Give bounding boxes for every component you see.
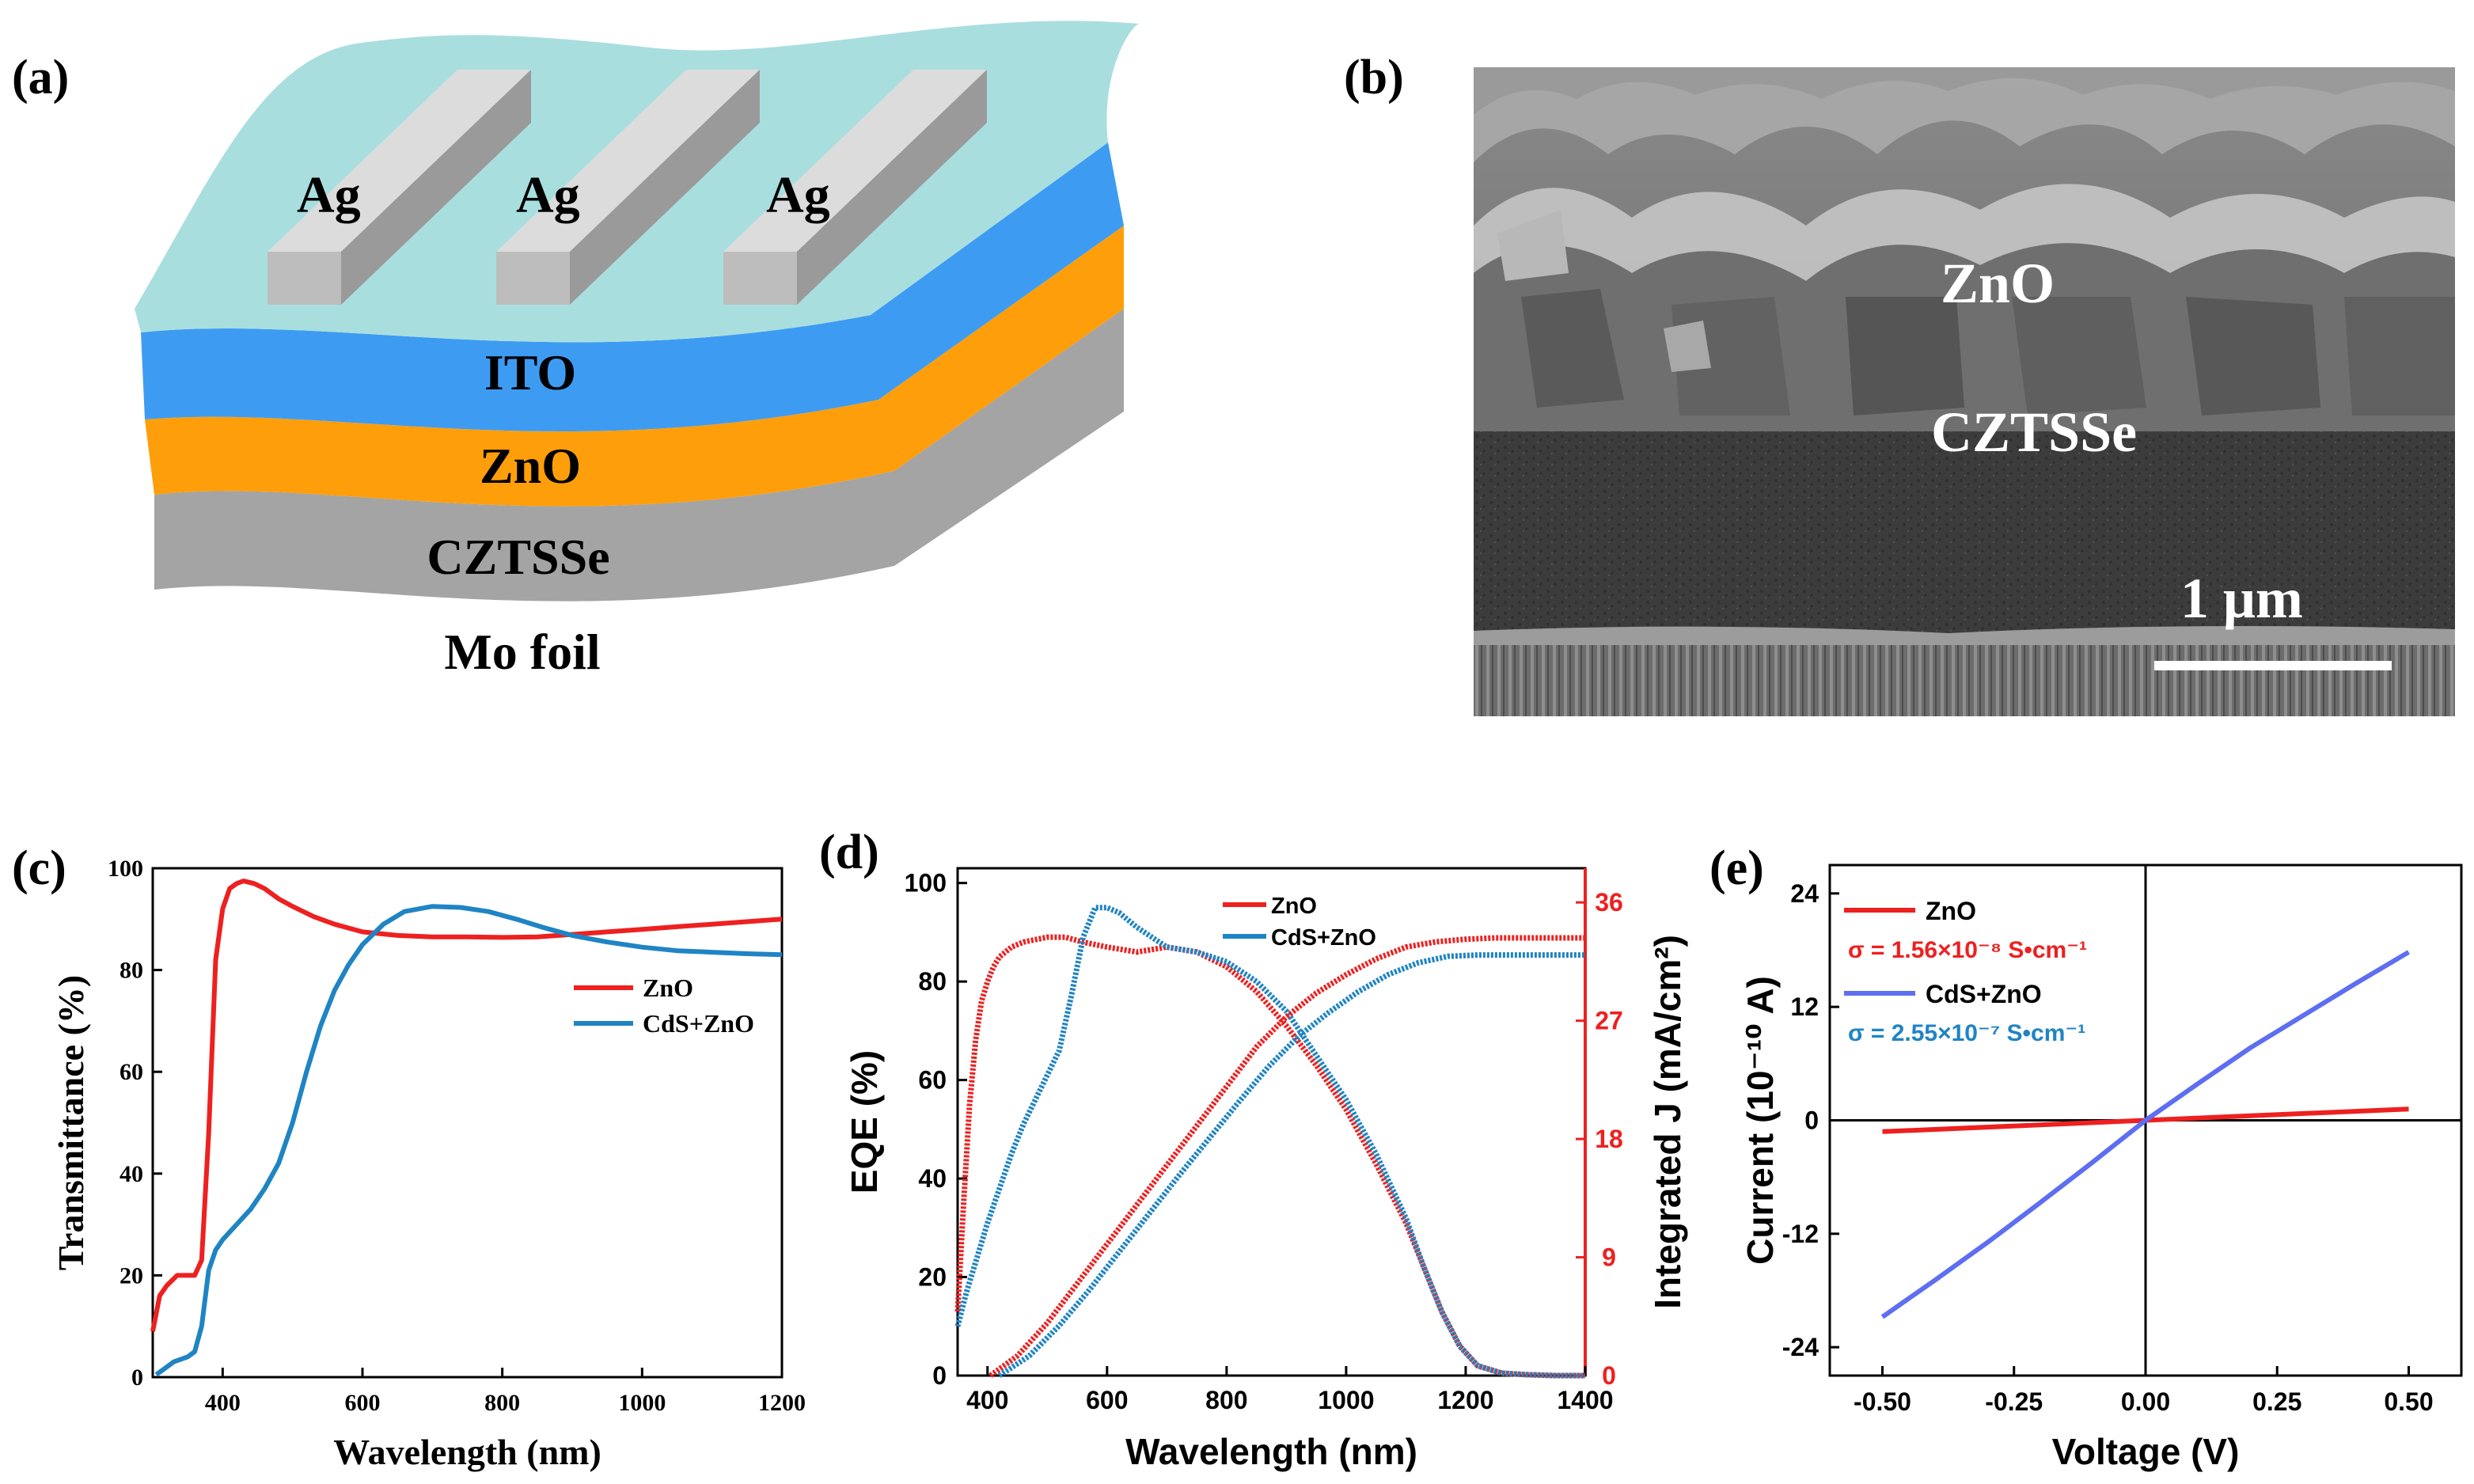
series-line-ZnO-integrated-J bbox=[988, 935, 1585, 1378]
y-tick-label: 60 bbox=[120, 1059, 143, 1085]
y-tick-label: 0 bbox=[932, 1361, 947, 1390]
x-tick-label: 400 bbox=[966, 1386, 1008, 1414]
series-line-CdS+ZnO-integrated-J bbox=[997, 952, 1585, 1378]
x-axis-label: Wavelength (nm) bbox=[333, 1432, 601, 1472]
series-line-CdS+ZnO bbox=[954, 905, 1585, 1379]
y-tick-label: 0 bbox=[1804, 1106, 1819, 1135]
ag-label-1: Ag bbox=[297, 166, 361, 224]
ag-bar-1: Ag bbox=[268, 70, 531, 305]
layer-label-zno: ZnO bbox=[480, 438, 581, 494]
y-tick-label: 12 bbox=[1790, 992, 1819, 1021]
legend-label: ZnO bbox=[643, 974, 693, 1002]
x-tick-label: 800 bbox=[1205, 1386, 1247, 1414]
sem-label-zno: ZnO bbox=[1941, 252, 2055, 315]
panel-e-iv: (e) -0.50 -0.25 0.00 0.25 0.50 -24 -12 0 12 24 Vol… bbox=[1709, 841, 2463, 1472]
y-tick-label: 40 bbox=[120, 1161, 143, 1187]
x-tick-label: -0.50 bbox=[1854, 1387, 1911, 1416]
panel-c-transmittance: (c) 400 600 800 1000 1200 0 20 40 60 80 100 Wavelen… bbox=[12, 841, 806, 1472]
sem-label-czts: CZTSSe bbox=[1931, 400, 2137, 464]
layer-mo-foil bbox=[154, 309, 1124, 602]
y2-tick-label: 27 bbox=[1595, 1007, 1623, 1035]
y-tick-label: 80 bbox=[120, 958, 143, 984]
x-tick-label: 0.00 bbox=[2121, 1387, 2170, 1416]
panel-b-sem: (b) ITO ZnO CZTSSe bbox=[1174, 51, 2455, 716]
y2-tick-label: 0 bbox=[1602, 1361, 1616, 1390]
layer-label-czts: CZTSSe bbox=[427, 529, 609, 585]
y-tick-label: 20 bbox=[120, 1262, 143, 1289]
x-tick-label: 1000 bbox=[618, 1390, 666, 1416]
sem-scale-bar bbox=[2154, 661, 2392, 670]
y-axis-label: EQE (%) bbox=[844, 1050, 885, 1194]
sem-scale-label: 1 μm bbox=[2180, 567, 2303, 630]
layer-zno bbox=[141, 142, 1124, 432]
series-line-CdS+ZnO bbox=[1880, 950, 2411, 1319]
legend-label: ZnO bbox=[1271, 894, 1317, 919]
x-tick-label: 1200 bbox=[1437, 1386, 1493, 1414]
ag-bar-3: Ag bbox=[723, 70, 987, 305]
conductivity-label: σ = 1.56×10⁻⁸ S•cm⁻¹ bbox=[1848, 937, 2087, 963]
series-line-ZnO bbox=[954, 934, 1585, 1379]
x-tick-label: 1200 bbox=[758, 1390, 806, 1416]
x-tick-label: 0.25 bbox=[2252, 1387, 2301, 1416]
y-tick-label: 60 bbox=[918, 1066, 947, 1095]
x-axis-label: Voltage (V) bbox=[2052, 1431, 2240, 1472]
y-axis-label: Transmittance (%) bbox=[51, 975, 91, 1270]
panel-label-c: (c) bbox=[12, 841, 66, 895]
x-tick-label: 1400 bbox=[1557, 1386, 1613, 1414]
x-axis-label: Wavelength (nm) bbox=[1125, 1431, 1417, 1472]
layer-label-ito: ITO bbox=[484, 344, 576, 400]
y-tick-label: 80 bbox=[918, 967, 947, 996]
layer-czts bbox=[145, 226, 1124, 507]
y-tick-label: 100 bbox=[905, 869, 947, 898]
panel-a-schematic: (a) Ag Ag Ag ITO ZnO CZTSSe bbox=[12, 21, 1140, 680]
layer-label-mo: Mo foil bbox=[444, 624, 600, 680]
y2-axis-label: Integrated J (mA/cm²) bbox=[1647, 935, 1688, 1309]
panel-d-eqe: (d) 400 600 800 1000 1200 1400020406080100091… bbox=[819, 825, 1688, 1472]
sem-label-ito: ITO bbox=[1174, 105, 1277, 169]
ag-label-3: Ag bbox=[766, 166, 830, 224]
y-tick-label: 0 bbox=[131, 1364, 143, 1391]
y2-tick-label: 9 bbox=[1602, 1243, 1616, 1272]
panel-label-b: (b) bbox=[1344, 51, 1404, 104]
x-tick-label: 800 bbox=[484, 1390, 520, 1416]
legend-label: ZnO bbox=[1926, 897, 1976, 925]
y-tick-label: -12 bbox=[1782, 1220, 1819, 1248]
series-line-ZnO bbox=[150, 879, 783, 1332]
panel-label-d: (d) bbox=[819, 825, 879, 879]
series-line-CdS+ZnO bbox=[154, 904, 783, 1377]
y-tick-label: 24 bbox=[1790, 879, 1819, 908]
legend-label: CdS+ZnO bbox=[643, 1009, 754, 1038]
x-tick-label: 600 bbox=[1086, 1386, 1128, 1414]
y2-tick-label: 18 bbox=[1595, 1125, 1623, 1153]
x-tick-label: 400 bbox=[205, 1390, 241, 1416]
ag-label-2: Ag bbox=[516, 166, 580, 224]
y-tick-label: 100 bbox=[108, 856, 143, 882]
conductivity-label: σ = 2.55×10⁻⁷ S•cm⁻¹ bbox=[1848, 1020, 2085, 1046]
panel-label-e: (e) bbox=[1709, 841, 1764, 895]
x-tick-label: 600 bbox=[345, 1390, 381, 1416]
legend-label: CdS+ZnO bbox=[1926, 980, 2042, 1008]
y-tick-label: 20 bbox=[918, 1263, 947, 1292]
x-tick-label: 1000 bbox=[1318, 1386, 1374, 1414]
y-axis-label: Current (10⁻¹⁰ A) bbox=[1740, 976, 1781, 1265]
x-tick-label: -0.25 bbox=[1985, 1387, 2043, 1416]
legend-label: CdS+ZnO bbox=[1271, 925, 1376, 951]
plot-frame bbox=[151, 867, 784, 1379]
x-tick-label: 0.50 bbox=[2384, 1387, 2433, 1416]
panel-label-a: (a) bbox=[12, 51, 69, 104]
y-tick-label: -24 bbox=[1782, 1333, 1819, 1361]
y2-tick-label: 36 bbox=[1595, 888, 1623, 917]
y-tick-label: 40 bbox=[918, 1164, 947, 1193]
ag-bar-2: Ag bbox=[496, 70, 760, 305]
